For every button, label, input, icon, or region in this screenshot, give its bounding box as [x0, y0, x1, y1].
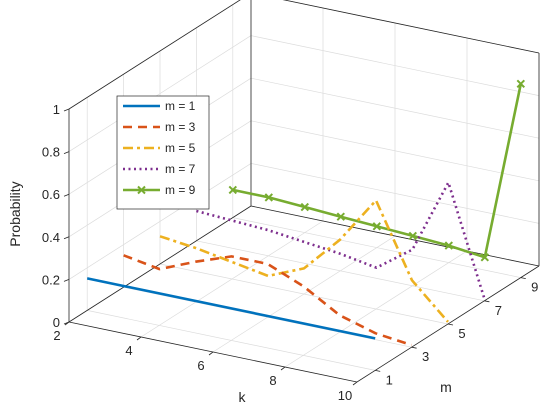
legend-label: m = 5 — [165, 141, 196, 155]
z-tick-mark — [63, 321, 70, 325]
y-axis-label: m — [440, 379, 452, 395]
z-axis-label: Probability — [7, 181, 23, 246]
x-tick-label: 2 — [53, 328, 60, 343]
tick-labels: 2 4 6 8 10 1 3 5 7 9 0 0.2 0.4 0.6 0.8 1 — [42, 102, 538, 403]
series-line — [86, 277, 376, 340]
series-line — [123, 254, 413, 347]
legend: m = 1 m = 3 m = 5 m = 7 m = 9 — [116, 95, 210, 210]
series-line — [196, 181, 486, 300]
back-edge — [68, 0, 241, 110]
floor-edge — [250, 205, 540, 267]
z-tick-label: 0 — [53, 315, 60, 330]
series-line — [159, 199, 449, 323]
legend-label: m = 9 — [165, 183, 196, 197]
y-tick-mark — [520, 277, 526, 279]
legend-label: m = 3 — [165, 120, 196, 134]
legend-label: m = 1 — [165, 99, 196, 113]
grid-line — [87, 310, 376, 371]
series-point — [480, 253, 490, 262]
y-tick-label: 9 — [531, 280, 538, 295]
series-line — [232, 83, 523, 259]
grid-line — [232, 217, 521, 278]
series-point — [444, 241, 454, 250]
back-edge — [282, 0, 540, 54]
series-point — [137, 185, 146, 195]
y-tick-label: 3 — [422, 349, 429, 364]
series-point — [408, 231, 418, 241]
grid-line — [196, 240, 485, 302]
grid-line — [250, 77, 540, 139]
grid-line — [68, 163, 252, 280]
z-tick-mark — [63, 279, 70, 282]
x-tick-mark — [136, 336, 142, 341]
y-tick-label: 7 — [495, 303, 502, 318]
x-tick-label: 4 — [125, 343, 132, 358]
grid-line — [159, 263, 449, 325]
z-tick-mark — [63, 151, 70, 154]
series-point — [516, 79, 526, 88]
x-tick-label: 8 — [269, 373, 276, 388]
series-point — [336, 212, 346, 221]
y-tick-label: 1 — [386, 372, 393, 387]
z-tick-label: 0.2 — [42, 272, 60, 287]
x-tick-mark — [208, 351, 214, 356]
y-tick-mark — [375, 370, 381, 372]
z-tick-label: 0.6 — [42, 187, 60, 202]
y-tick-mark — [411, 346, 417, 349]
grid-line — [250, 35, 540, 96]
x-axis-label: k — [239, 389, 247, 405]
z-tick-label: 0.4 — [42, 230, 60, 245]
series-point — [300, 202, 310, 212]
y-tick-mark — [447, 323, 454, 326]
x-tick-label: 6 — [197, 358, 204, 373]
series-layer — [86, 79, 526, 347]
z-tick-mark — [63, 236, 70, 240]
series-point — [228, 185, 238, 195]
z-tick-label: 0.8 — [42, 145, 60, 160]
grid-line — [250, 120, 540, 182]
legend-label: m = 7 — [165, 162, 196, 176]
grid-line — [68, 35, 252, 152]
z-tick-label: 1 — [53, 102, 60, 117]
series-point — [372, 222, 382, 231]
x-tick-label: 10 — [338, 388, 352, 403]
y-tick-label: 5 — [458, 326, 465, 341]
z-tick-mark — [63, 193, 70, 197]
grid-line — [250, 163, 540, 224]
x-tick-mark — [280, 366, 286, 371]
series-point — [264, 193, 274, 202]
x-tick-mark — [352, 381, 358, 386]
floor-edge — [68, 205, 252, 323]
y-tick-mark — [484, 300, 490, 303]
z-tick-mark — [63, 108, 70, 112]
